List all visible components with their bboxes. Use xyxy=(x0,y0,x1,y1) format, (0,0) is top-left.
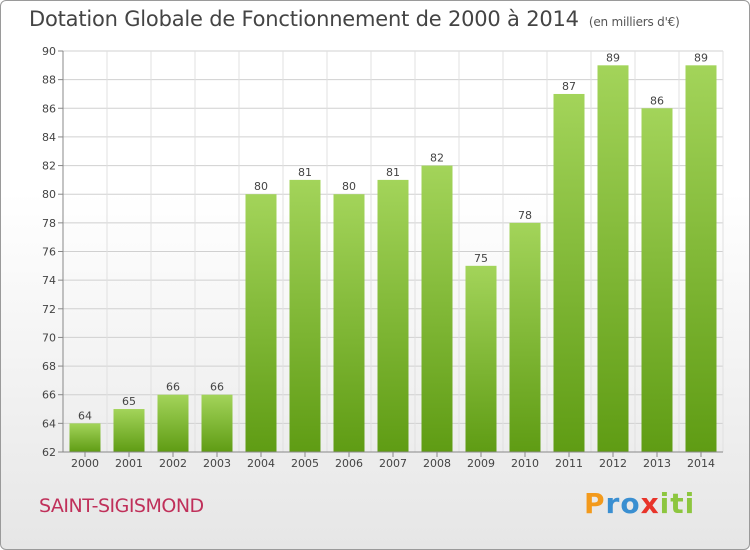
bar xyxy=(333,194,365,452)
y-tick-label: 74 xyxy=(42,274,56,287)
x-tick-label: 2007 xyxy=(379,457,407,470)
data-label: 66 xyxy=(210,381,224,394)
bar xyxy=(641,108,673,453)
bar xyxy=(289,179,321,452)
y-tick-label: 78 xyxy=(42,217,56,230)
logo-letter: i xyxy=(684,487,696,520)
bar xyxy=(113,409,145,452)
data-label: 86 xyxy=(650,94,664,107)
chart-title-text: Dotation Globale de Fonctionnement de 20… xyxy=(29,7,579,31)
y-tick-label: 80 xyxy=(42,188,56,201)
data-label: 81 xyxy=(386,166,400,179)
commune-name: SAINT-SIGISMOND xyxy=(39,495,204,517)
x-tick-label: 2012 xyxy=(599,457,627,470)
data-label: 75 xyxy=(474,252,488,265)
bar xyxy=(509,222,541,452)
logo-letter: i xyxy=(659,487,671,520)
y-tick-label: 90 xyxy=(42,45,56,58)
x-tick-label: 2005 xyxy=(291,457,319,470)
y-tick-label: 64 xyxy=(42,417,56,430)
data-label: 81 xyxy=(298,166,312,179)
x-tick-label: 2001 xyxy=(115,457,143,470)
data-label: 80 xyxy=(254,180,268,193)
y-tick-label: 70 xyxy=(42,331,56,344)
x-tick-label: 2003 xyxy=(203,457,231,470)
data-label: 80 xyxy=(342,180,356,193)
proxiti-logo: Proxiti xyxy=(584,487,695,520)
data-label: 89 xyxy=(694,51,708,64)
y-tick-label: 68 xyxy=(42,360,56,373)
x-tick-label: 2008 xyxy=(423,457,451,470)
axes: 62 64 66 68 70 72 74 76 78 80 82 84 86 88 90 2000 2001 20… xyxy=(42,45,723,470)
bar xyxy=(69,423,101,452)
bars: 64 65 66 66 80 81 80 81 82 75 78 87 89 86 89 xyxy=(69,51,717,453)
data-label: 78 xyxy=(518,209,532,222)
x-tick-label: 2014 xyxy=(687,457,715,470)
x-tick-label: 2000 xyxy=(71,457,99,470)
data-label: 66 xyxy=(166,381,180,394)
y-tick-label: 66 xyxy=(42,389,56,402)
y-tick-label: 72 xyxy=(42,303,56,316)
bar xyxy=(685,65,717,453)
y-tick-label: 84 xyxy=(42,131,56,144)
bar xyxy=(201,394,233,452)
data-label: 82 xyxy=(430,152,444,165)
bar xyxy=(245,194,277,452)
data-label: 89 xyxy=(606,51,620,64)
y-tick-label: 86 xyxy=(42,102,56,115)
logo-letter: x xyxy=(640,487,660,520)
y-tick-label: 76 xyxy=(42,246,56,259)
x-tick-label: 2006 xyxy=(335,457,363,470)
logo-letter: P xyxy=(584,487,606,520)
bar xyxy=(597,65,629,453)
x-tick-label: 2004 xyxy=(247,457,275,470)
y-tick-label: 82 xyxy=(42,160,56,173)
logo-letter: t xyxy=(670,487,685,520)
y-tick-label: 88 xyxy=(42,74,56,87)
x-tick-label: 2010 xyxy=(511,457,539,470)
x-tick-label: 2011 xyxy=(555,457,583,470)
logo-letter: o xyxy=(620,487,641,520)
y-tick-label: 62 xyxy=(42,446,56,459)
x-tick-label: 2009 xyxy=(467,457,495,470)
bar xyxy=(553,93,585,452)
bar xyxy=(157,394,189,452)
data-label: 64 xyxy=(78,409,92,422)
bar xyxy=(421,165,453,453)
bar xyxy=(465,265,497,452)
chart-title: Dotation Globale de Fonctionnement de 20… xyxy=(29,7,680,31)
data-label: 65 xyxy=(122,395,136,408)
data-label: 87 xyxy=(562,80,576,93)
chart-unit: (en milliers d'€) xyxy=(588,15,680,29)
x-tick-label: 2013 xyxy=(643,457,671,470)
logo-letter: r xyxy=(605,487,621,520)
bar xyxy=(377,179,409,452)
x-tick-label: 2002 xyxy=(159,457,187,470)
